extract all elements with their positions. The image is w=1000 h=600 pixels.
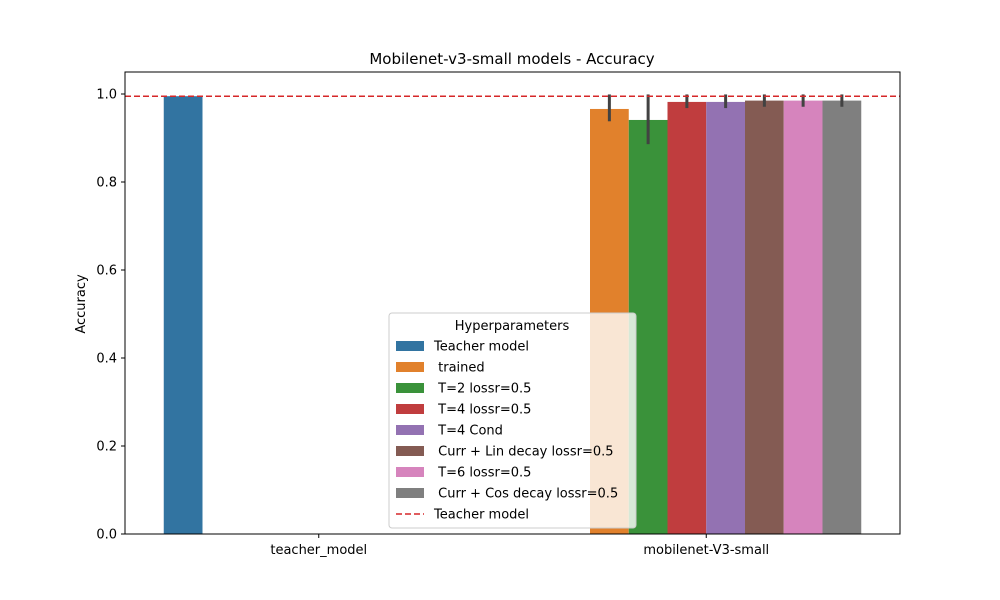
legend-label: Teacher model [433,508,529,523]
y-tick-label: 1.0 [96,88,117,103]
y-tick-label: 0.0 [96,528,117,543]
legend-swatch [396,425,424,435]
legend-label: T=4 lossr=0.5 [434,403,531,418]
bar [667,101,707,535]
legend-items: Teacher model trained T=2 lossr=0.5 T=4 … [396,340,618,523]
legend: Hyperparameters Teacher model trained T=… [388,312,637,529]
legend-swatch [396,404,424,414]
x-axis: teacher_model mobilenet-V3-small [270,534,769,558]
legend-swatch [396,341,424,351]
y-axis: 0.0 0.2 0.4 0.6 0.8 1.0 [96,88,125,543]
bar [163,96,203,534]
legend-swatch [396,383,424,393]
y-tick-label: 0.2 [96,440,117,455]
legend-swatch [396,467,424,477]
legend-title: Hyperparameters [455,319,570,334]
bar [706,101,745,535]
legend-swatch [396,362,424,372]
legend-swatch [396,488,424,498]
legend-label: Curr + Lin decay lossr=0.5 [434,445,614,460]
bar [783,100,823,534]
y-tick-label: 0.4 [96,352,117,367]
bar [822,100,862,534]
legend-label: Curr + Cos decay lossr=0.5 [434,487,618,502]
legend-label: Teacher model [433,340,529,355]
legend-box [388,312,637,529]
y-axis-label: Accuracy [74,274,89,334]
y-tick-label: 0.6 [96,264,117,279]
plot-frame [124,71,901,535]
x-tick-label: mobilenet-V3-small [643,543,769,558]
chart-title: Mobilenet-v3-small models - Accuracy [369,50,654,68]
legend-swatch [396,446,424,456]
bars-layer [163,96,862,535]
legend-label: T=4 Cond [434,424,503,439]
legend-label: T=6 lossr=0.5 [434,466,531,481]
legend-label: trained [434,361,485,376]
bar [745,100,784,534]
legend-label: T=2 lossr=0.5 [434,382,531,397]
y-tick-label: 0.8 [96,176,117,191]
x-tick-label: teacher_model [270,543,367,558]
